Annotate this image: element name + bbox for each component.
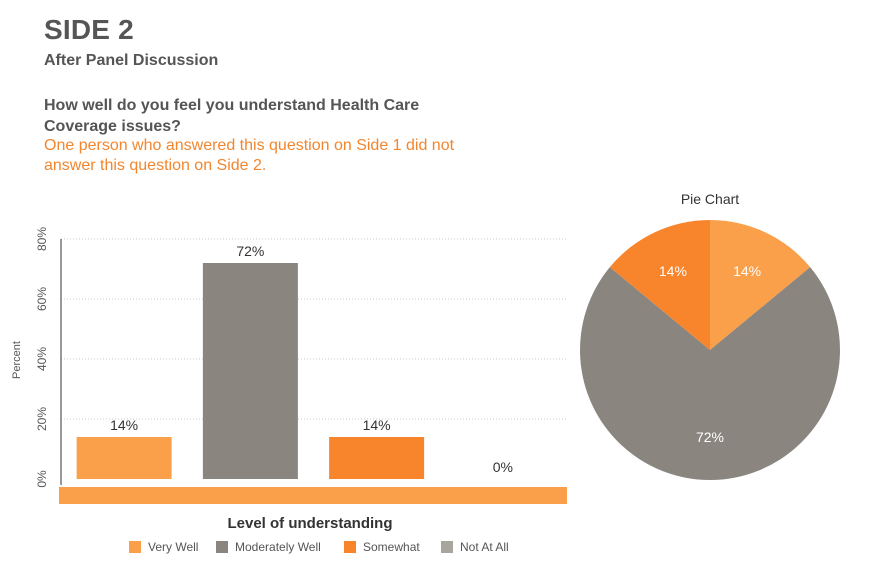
y-axis-title: Percent [11,341,23,379]
pie-data-label: 14% [659,263,687,279]
bar-very-well [76,437,172,479]
page-subtitle: After Panel Discussion [44,52,219,69]
legend-label: Moderately Well [235,540,321,554]
legend-label: Very Well [148,540,198,554]
legend-swatch [344,541,356,553]
x-axis-title: Level of understanding [227,515,392,532]
legend-swatch [129,541,141,553]
pie-chart: Pie Chart 14% 72% 14% [579,191,840,481]
legend-swatch [441,541,453,553]
note-text: One person who answered this question on… [44,137,455,174]
bar-data-label: 14% [363,417,391,433]
y-tick-label: 40% [35,347,49,371]
pie-title: Pie Chart [681,191,739,207]
legend-swatch [216,541,228,553]
legend-label: Somewhat [363,540,420,554]
bar-somewhat [329,437,425,479]
pie-data-label: 14% [733,263,761,279]
bar-data-label: 0% [493,459,513,475]
pie-slice-moderately-well [579,267,840,481]
pie-slice-somewhat [609,220,710,350]
y-tick-label: 80% [35,227,49,251]
bar-moderately-well [202,263,298,479]
pie-slice-very-well [710,220,811,350]
y-tick-label: 0% [35,470,49,488]
x-axis-band [59,487,567,504]
pie-data-label: 72% [696,429,724,445]
bar-data-label: 14% [110,417,138,433]
y-tick-label: 20% [35,407,49,431]
bar-chart: 0% 20% 40% 60% 80% Percent 14% 72% 14% 0% Level of… [11,227,567,554]
page-title: SIDE 2 [44,14,134,45]
question-text: How well do you feel you understand Heal… [44,97,420,135]
bar-data-label: 72% [236,243,264,259]
y-tick-label: 60% [35,287,49,311]
legend-label: Not At All [460,540,509,554]
